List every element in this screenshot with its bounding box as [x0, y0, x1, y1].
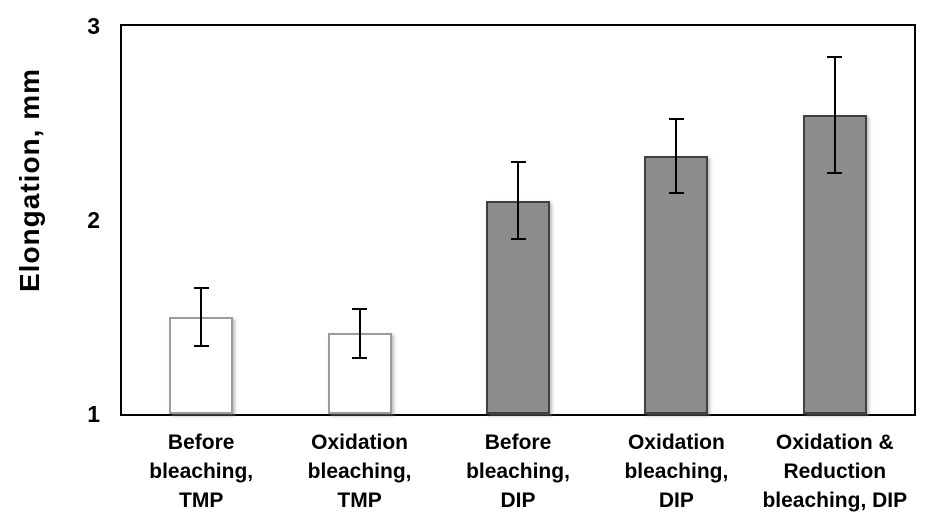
- y-tick-label-3: 3: [87, 13, 100, 39]
- x-category-label-1: Before bleaching, TMP: [106, 428, 296, 515]
- x-category-label-line: DIP: [500, 489, 536, 512]
- error-bar-3-lower-cap: [510, 238, 526, 241]
- error-bar-5: [833, 57, 836, 174]
- x-category-label-3: Before bleaching, DIP: [423, 428, 613, 515]
- error-bar-1-upper-cap: [193, 286, 209, 289]
- y-axis-title: Elongation, mm: [14, 68, 45, 292]
- y-tick-label-1: 1: [87, 401, 100, 427]
- plot-area: [120, 24, 916, 416]
- x-category-label-line: TMP: [337, 489, 382, 512]
- x-category-label-line: Oxidation &: [775, 431, 894, 454]
- error-bar-4-upper-cap: [668, 118, 684, 121]
- x-category-label-5: Oxidation & Reduction bleaching, DIP: [740, 428, 930, 515]
- error-bar-2: [358, 309, 361, 358]
- x-category-label-4: Oxidation bleaching, DIP: [581, 428, 771, 515]
- x-category-label-line: bleaching,: [307, 460, 412, 483]
- x-category-label-line: bleaching,: [466, 460, 570, 483]
- y-tick-label-2: 2: [87, 207, 100, 233]
- x-category-label-line: bleaching,: [624, 460, 729, 483]
- x-category-label-line: Reduction: [783, 460, 887, 483]
- x-category-label-line: DIP: [658, 489, 694, 512]
- x-category-label-line: bleaching,: [149, 460, 254, 483]
- error-bar-5-upper-cap: [827, 56, 843, 59]
- error-bar-4: [675, 119, 678, 193]
- x-category-label-line: Oxidation: [311, 431, 409, 454]
- bar-5: [802, 115, 867, 414]
- error-bar-3: [517, 161, 519, 240]
- x-category-label-line: Oxidation: [627, 431, 725, 454]
- error-bar-2-lower-cap: [352, 356, 368, 359]
- x-category-label-line: Before: [167, 431, 235, 454]
- error-bar-1-lower-cap: [193, 345, 209, 348]
- x-category-label-line: TMP: [179, 489, 224, 512]
- x-category-label-line: Before: [484, 431, 552, 454]
- x-category-label-2: Oxidation bleaching, TMP: [265, 428, 455, 515]
- error-bar-2-upper-cap: [352, 308, 368, 311]
- x-category-label-line: bleaching, DIP: [762, 489, 908, 512]
- error-bar-1: [200, 287, 203, 347]
- bar-4: [644, 155, 709, 414]
- error-bar-3-upper-cap: [510, 160, 526, 163]
- error-bar-4-lower-cap: [668, 191, 684, 194]
- error-bar-5-lower-cap: [827, 172, 843, 175]
